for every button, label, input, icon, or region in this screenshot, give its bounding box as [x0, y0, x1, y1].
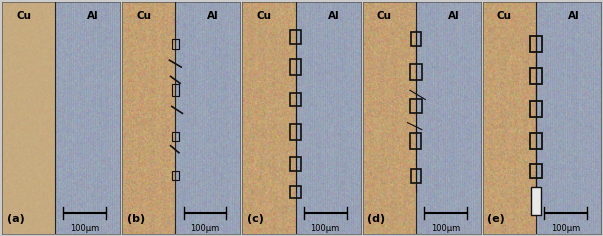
- Bar: [530, 36, 542, 52]
- Bar: [530, 164, 542, 178]
- Bar: [530, 133, 542, 149]
- Bar: [530, 101, 542, 117]
- Bar: [289, 157, 302, 171]
- Bar: [411, 32, 420, 46]
- Text: Al: Al: [207, 11, 219, 21]
- Text: 100μm: 100μm: [311, 224, 340, 233]
- Text: 100μm: 100μm: [431, 224, 460, 233]
- Bar: [530, 68, 542, 84]
- Text: (d): (d): [367, 214, 385, 224]
- Text: (c): (c): [247, 214, 264, 224]
- Text: (e): (e): [487, 214, 505, 224]
- Text: Al: Al: [327, 11, 339, 21]
- Bar: [172, 171, 179, 181]
- Text: Cu: Cu: [377, 11, 392, 21]
- Bar: [289, 124, 302, 140]
- Bar: [410, 64, 421, 80]
- Text: (b): (b): [127, 214, 145, 224]
- Text: (a): (a): [7, 214, 24, 224]
- Text: 100μm: 100μm: [551, 224, 580, 233]
- Bar: [531, 187, 541, 215]
- Bar: [172, 39, 179, 49]
- Bar: [289, 30, 302, 44]
- Bar: [411, 133, 421, 149]
- Text: 100μm: 100μm: [70, 224, 99, 233]
- Bar: [289, 59, 302, 75]
- Bar: [410, 100, 421, 113]
- Bar: [172, 132, 179, 141]
- Text: Cu: Cu: [136, 11, 151, 21]
- Bar: [411, 169, 420, 183]
- Text: Cu: Cu: [497, 11, 512, 21]
- Bar: [289, 186, 302, 198]
- Text: Al: Al: [448, 11, 459, 21]
- Text: Al: Al: [568, 11, 579, 21]
- Text: Cu: Cu: [16, 11, 31, 21]
- Bar: [289, 93, 302, 106]
- Text: Al: Al: [87, 11, 99, 21]
- Text: Cu: Cu: [256, 11, 271, 21]
- Text: 100μm: 100μm: [191, 224, 219, 233]
- Bar: [172, 84, 179, 96]
